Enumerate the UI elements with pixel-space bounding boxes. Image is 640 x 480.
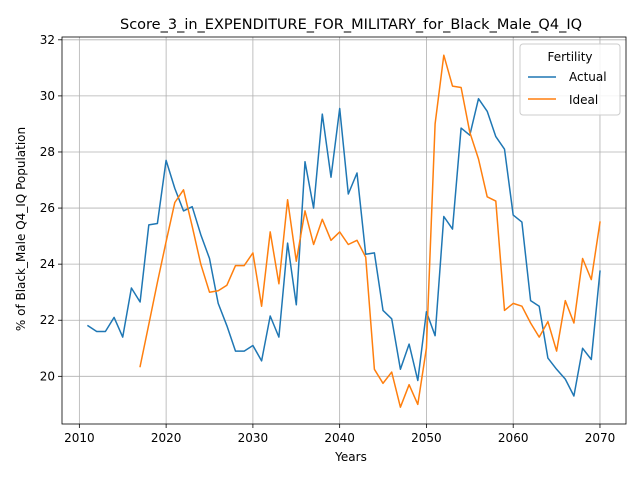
x-tick-label: 2010 [64, 431, 95, 445]
series-line-ideal [139, 54, 601, 408]
x-axis-ticks: 2010 2020 2030 2040 2050 2060 2070 [64, 424, 615, 445]
y-axis-ticks: 20 22 24 26 28 30 32 [40, 33, 62, 383]
x-tick-label: 2040 [324, 431, 355, 445]
y-tick-label: 30 [40, 89, 55, 103]
x-axis-label: Years [334, 450, 367, 464]
legend-box [519, 43, 621, 116]
y-tick-label: 32 [40, 33, 55, 47]
y-tick-label: 22 [40, 313, 55, 327]
x-tick-label: 2060 [498, 431, 529, 445]
chart-title: Score_3_in_EXPENDITURE_FOR_MILITARY_for_… [120, 17, 582, 33]
x-tick-label: 2050 [411, 431, 442, 445]
x-tick-label: 2070 [585, 431, 616, 445]
y-tick-label: 26 [40, 201, 55, 215]
legend-label-actual: Actual [569, 70, 607, 84]
x-tick-label: 2030 [238, 431, 269, 445]
y-axis-label: % of Black_Male Q4_IQ Population [14, 127, 28, 331]
x-tick-label: 2020 [151, 431, 182, 445]
legend-title: Fertility [547, 50, 592, 64]
y-tick-label: 20 [40, 369, 55, 383]
y-tick-label: 24 [40, 257, 55, 271]
legend: Fertility Actual Ideal [519, 43, 621, 116]
plot-frame [61, 36, 627, 425]
y-tick-label: 28 [40, 145, 55, 159]
series-lines [86, 54, 601, 408]
legend-label-ideal: Ideal [569, 93, 598, 107]
series-line-actual [86, 97, 601, 397]
grid [62, 37, 626, 424]
